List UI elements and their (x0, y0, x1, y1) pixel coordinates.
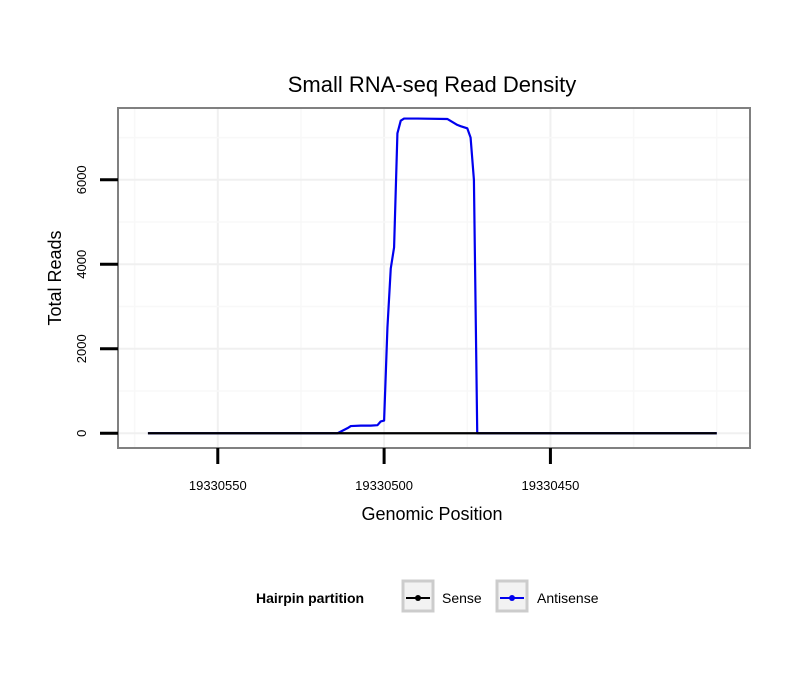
x-axis-title: Genomic Position (361, 504, 502, 524)
legend-item-sense: Sense (401, 579, 482, 613)
series-lines (147, 117, 717, 435)
legend-label-sense: Sense (442, 590, 482, 606)
legend-point-sense (415, 595, 421, 601)
y-tick-label: 2000 (74, 334, 89, 363)
axis-ticks: 19330550 19330500 19330450 0 2000 4000 6000 (74, 165, 579, 493)
x-tick-label: 19330450 (521, 478, 579, 493)
x-tick-label: 19330550 (189, 478, 247, 493)
legend-point-antisense (509, 595, 515, 601)
y-tick-label: 0 (74, 430, 89, 437)
y-tick-label: 6000 (74, 165, 89, 194)
y-axis-title: Total Reads (45, 230, 65, 325)
legend-label-antisense: Antisense (537, 590, 599, 606)
plot-panel-border (117, 107, 751, 449)
y-tick-label: 4000 (74, 250, 89, 279)
chart-title: Small RNA-seq Read Density (288, 72, 577, 97)
plot-panel (118, 108, 750, 448)
legend-title: Hairpin partition (256, 590, 364, 606)
legend: Hairpin partition Sense Antisense (256, 579, 599, 613)
series-line-antisense (147, 117, 717, 435)
x-tick-label: 19330500 (355, 478, 413, 493)
legend-item-antisense: Antisense (495, 579, 599, 613)
